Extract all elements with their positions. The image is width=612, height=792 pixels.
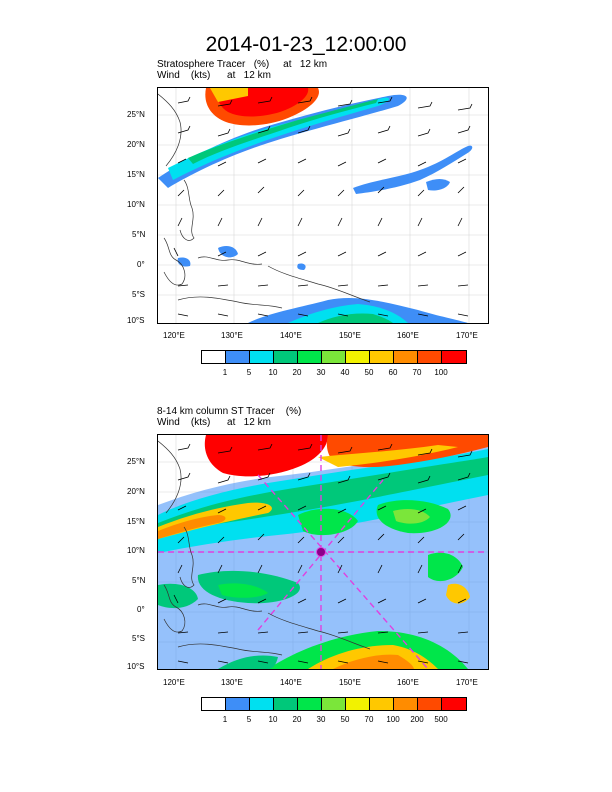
lat-label: 10°S (127, 316, 145, 325)
colorbar-label: 30 (316, 368, 326, 377)
lat-label: 10°N (127, 546, 145, 555)
lon-label: 170°E (456, 678, 478, 687)
panel2-subtitle-line2: Wind (kts) at 12 km (157, 417, 271, 428)
colorbar-swatch (346, 698, 370, 710)
lat-label: 0° (137, 605, 145, 614)
lon-label: 170°E (456, 331, 478, 340)
colorbar-swatch (274, 351, 298, 363)
column-st-tracer-map (157, 434, 489, 670)
colorbar-swatch (442, 698, 466, 710)
lat-label: 15°N (127, 170, 145, 179)
colorbar-swatch (274, 698, 298, 710)
colorbar-swatch (226, 351, 250, 363)
colorbar-label: 1 (222, 368, 228, 377)
panel2-subtitle-line1: 8-14 km column ST Tracer (%) (157, 406, 302, 417)
colorbar-swatch (298, 698, 322, 710)
lat-label: 5°S (132, 634, 145, 643)
lat-label: 5°S (132, 290, 145, 299)
lon-label: 150°E (339, 331, 361, 340)
colorbar-swatch (250, 351, 274, 363)
colorbar-label: 5 (246, 715, 252, 724)
colorbar-label: 10 (268, 715, 278, 724)
lon-label: 140°E (280, 331, 302, 340)
colorbar-label: 50 (340, 715, 350, 724)
lon-label: 140°E (280, 678, 302, 687)
colorbar-swatch (298, 351, 322, 363)
colorbar-label: 60 (388, 368, 398, 377)
lon-label: 130°E (221, 331, 243, 340)
lat-label: 20°N (127, 487, 145, 496)
colorbar (201, 350, 467, 364)
colorbar-swatch (394, 698, 418, 710)
colorbar-swatch (322, 351, 346, 363)
lat-label: 25°N (127, 457, 145, 466)
colorbar-swatch (394, 351, 418, 363)
colorbar-swatch (250, 698, 274, 710)
lon-label: 120°E (163, 678, 185, 687)
lat-label: 10°N (127, 200, 145, 209)
stratosphere-tracer-map (157, 87, 489, 324)
colorbar-label: 500 (434, 715, 448, 724)
lat-label: 10°S (127, 662, 145, 671)
colorbar-label: 20 (292, 715, 302, 724)
colorbar-label: 200 (410, 715, 424, 724)
lat-label: 5°N (132, 576, 146, 585)
lon-label: 160°E (397, 331, 419, 340)
panel1-subtitle-line1: Stratosphere Tracer (%) at 12 km (157, 59, 328, 70)
colorbar-label: 20 (292, 368, 302, 377)
lon-label: 160°E (397, 678, 419, 687)
lon-label: 150°E (339, 678, 361, 687)
colorbar (201, 697, 467, 711)
colorbar-label: 5 (246, 368, 252, 377)
colorbar-swatch (202, 351, 226, 363)
colorbar-label: 1 (222, 715, 228, 724)
lat-label: 15°N (127, 517, 145, 526)
colorbar-label: 30 (316, 715, 326, 724)
lon-label: 130°E (221, 678, 243, 687)
lat-label: 0° (137, 260, 145, 269)
colorbar-swatch (322, 698, 346, 710)
colorbar-label: 10 (268, 368, 278, 377)
lon-label: 120°E (163, 331, 185, 340)
colorbar-swatch (202, 698, 226, 710)
colorbar-label: 50 (364, 368, 374, 377)
colorbar-swatch (442, 351, 466, 363)
colorbar-swatch (418, 351, 442, 363)
lat-label: 25°N (127, 110, 145, 119)
colorbar-label: 100 (386, 715, 400, 724)
lat-label: 5°N (132, 230, 146, 239)
colorbar-label: 100 (434, 368, 448, 377)
colorbar-label: 70 (364, 715, 374, 724)
colorbar-swatch (346, 351, 370, 363)
colorbar-swatch (226, 698, 250, 710)
colorbar-swatch (370, 351, 394, 363)
panel1-subtitle-line2: Wind (kts) at 12 km (157, 70, 271, 81)
colorbar-swatch (418, 698, 442, 710)
colorbar-label: 40 (340, 368, 350, 377)
lat-label: 20°N (127, 140, 145, 149)
colorbar-swatch (370, 698, 394, 710)
plot-title: 2014-01-23_12:00:00 (205, 33, 407, 56)
colorbar-label: 70 (412, 368, 422, 377)
